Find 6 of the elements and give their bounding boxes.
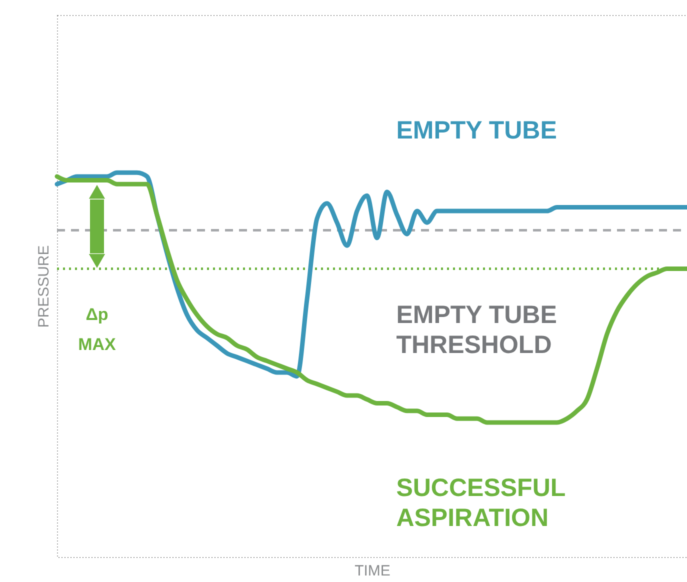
annotation: Δp MAX	[78, 304, 117, 354]
ref-line-label: EMPTY TUBE THRESHOLD	[396, 300, 557, 359]
series-label: EMPTY TUBE	[396, 116, 557, 144]
y-axis-title: PRESSURE	[36, 245, 52, 328]
x-axis-title: TIME	[354, 562, 390, 580]
text: SUCCESSFUL ASPIRATION	[396, 474, 566, 532]
